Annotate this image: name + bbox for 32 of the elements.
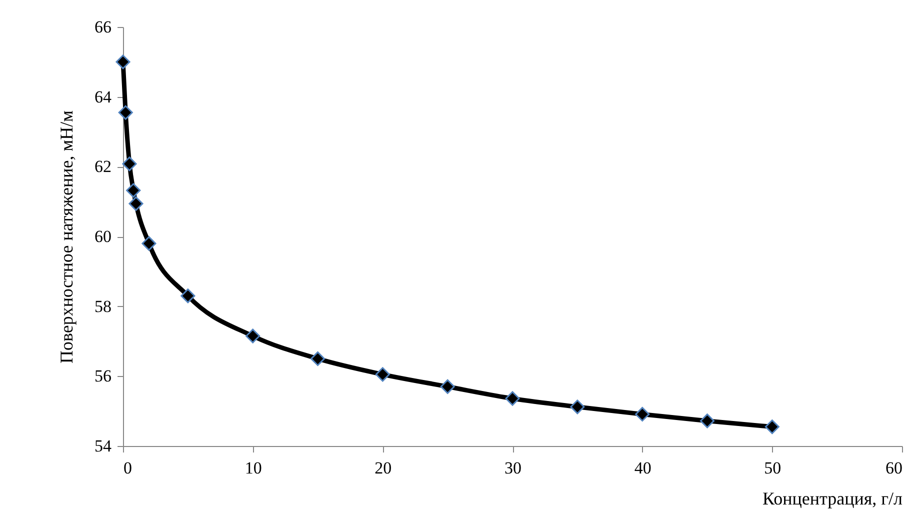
point	[122, 156, 137, 172]
y-axis-title: Поверхностное натяжение, мН/м	[56, 110, 76, 364]
x-tick-label: 50	[764, 458, 782, 478]
point	[310, 351, 326, 366]
y-tick-label: 66	[94, 18, 112, 36]
x-tick-label: 60	[886, 458, 902, 478]
x-tick-label: 0	[124, 458, 132, 478]
y-tick-label: 60	[94, 227, 112, 246]
point	[128, 196, 144, 211]
y-tick-label: 64	[94, 87, 112, 106]
y-tick-label: 56	[94, 366, 112, 386]
point	[635, 406, 650, 422]
x-tick-label: 10	[244, 458, 262, 478]
point	[180, 288, 196, 304]
point	[246, 328, 260, 344]
point	[440, 379, 455, 394]
point	[142, 236, 156, 251]
y-tick-label: 58	[94, 296, 112, 316]
y-tick-label: 54	[94, 436, 112, 456]
x-tick-label: 20	[374, 458, 392, 478]
point	[118, 105, 133, 120]
point	[505, 391, 520, 406]
point	[116, 54, 130, 70]
point	[700, 414, 715, 428]
point	[375, 367, 390, 382]
x-tick-label: 30	[504, 458, 522, 478]
point	[764, 420, 780, 434]
y-tick-label: 62	[94, 157, 112, 176]
x-tick-label: 40	[634, 458, 652, 478]
point	[126, 183, 141, 198]
point	[570, 400, 585, 414]
x-axis-title: Концентрация, г/л	[762, 488, 903, 508]
